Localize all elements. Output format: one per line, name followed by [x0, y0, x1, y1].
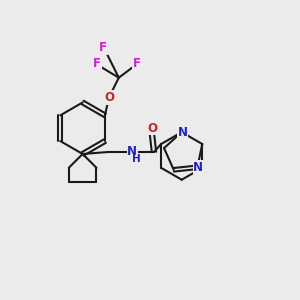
Text: H: H — [132, 154, 140, 164]
Text: F: F — [133, 57, 141, 70]
Text: N: N — [178, 126, 188, 139]
Text: O: O — [104, 91, 114, 104]
Text: N: N — [127, 146, 137, 158]
Text: F: F — [93, 57, 101, 70]
Text: N: N — [193, 161, 203, 174]
Text: O: O — [147, 122, 157, 135]
Text: F: F — [99, 41, 107, 55]
